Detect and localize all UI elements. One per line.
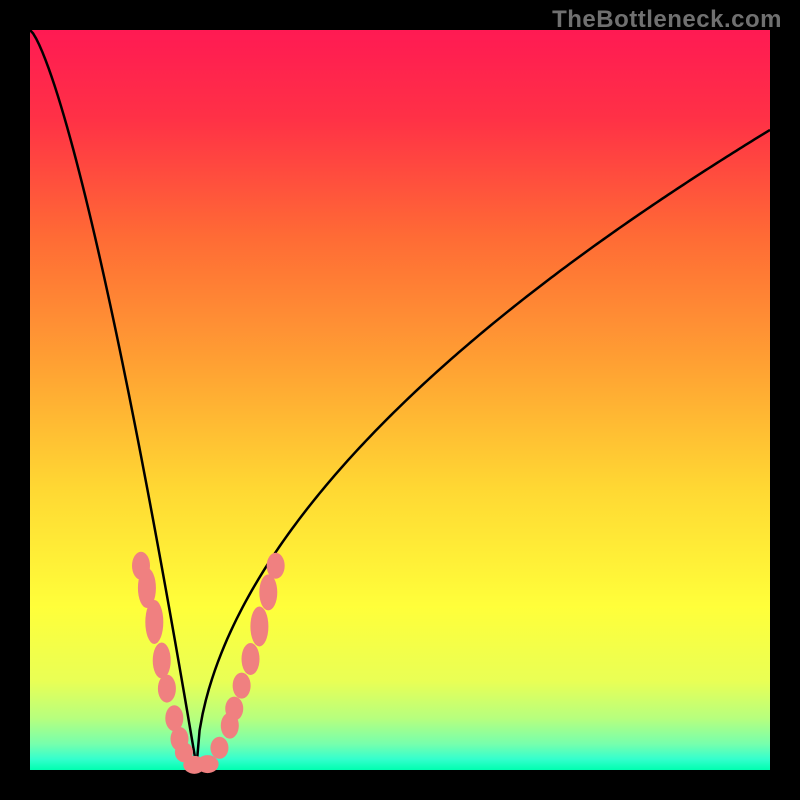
data-marker <box>210 737 228 759</box>
plot-background <box>30 30 770 770</box>
data-marker <box>153 642 171 678</box>
data-marker <box>233 673 251 699</box>
data-marker <box>158 675 176 703</box>
data-marker <box>250 606 268 646</box>
data-marker <box>267 553 285 579</box>
data-marker <box>225 697 243 721</box>
chart-root: TheBottleneck.com <box>0 0 800 800</box>
data-marker <box>197 755 219 773</box>
data-marker <box>242 643 260 675</box>
data-marker <box>145 600 163 644</box>
watermark-text: TheBottleneck.com <box>552 6 782 34</box>
data-marker <box>259 574 277 610</box>
bottleneck-chart <box>0 0 800 800</box>
